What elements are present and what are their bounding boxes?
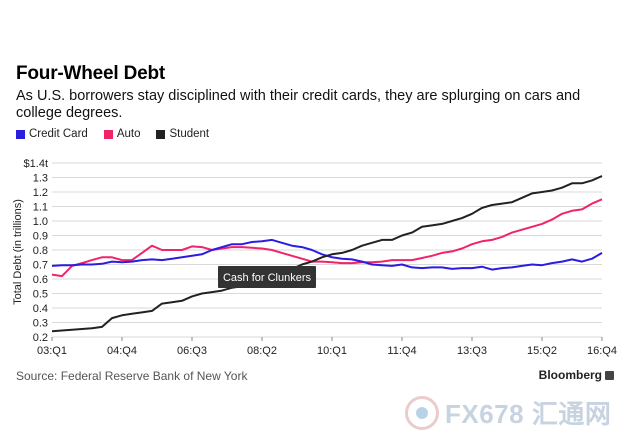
x-tick-label: 04:Q4 xyxy=(107,345,137,357)
y-tick-label: 0.6 xyxy=(33,274,48,286)
legend: Credit Card Auto Student xyxy=(16,128,209,140)
series-lines xyxy=(51,175,603,333)
chart-title: Four-Wheel Debt xyxy=(16,63,165,84)
watermark-logo-icon xyxy=(405,395,439,430)
y-tick-label: 0.7 xyxy=(33,260,48,272)
x-tick-label: 03:Q1 xyxy=(37,345,67,357)
y-tick-label: $1.4t xyxy=(24,158,48,170)
watermark-text: FX678 汇通网 xyxy=(445,399,612,429)
series-line-credit-card xyxy=(51,238,603,271)
x-tick-label: 13:Q3 xyxy=(457,345,487,357)
y-tick-label: 0.9 xyxy=(33,231,48,243)
annotation: Cash for Clunkers xyxy=(218,266,316,288)
y-tick-label: 1.2 xyxy=(33,187,48,199)
x-tick-label: 10:Q1 xyxy=(317,345,347,357)
series-line-student xyxy=(51,175,603,333)
legend-item-student: Student xyxy=(156,128,209,140)
y-axis-ticks: 0.2 0.3 0.4 0.5 0.6 0.7 0.8 0.9 1.0 1.1 1.2 1.3 $1.4… xyxy=(24,158,48,344)
chart-grid xyxy=(52,162,602,338)
legend-label-credit-card: Credit Card xyxy=(29,128,88,140)
y-tick-label: 1.1 xyxy=(33,202,48,214)
x-axis-ticks: 03:Q1 04:Q4 06:Q3 08:Q2 10:Q1 11:Q4 13:Q3 15:Q2… xyxy=(37,337,617,357)
y-tick-label: 0.8 xyxy=(33,245,48,257)
legend-swatch-credit-card xyxy=(16,129,25,139)
y-tick-label: 0.2 xyxy=(33,332,48,344)
y-tick-label: 0.4 xyxy=(33,303,48,315)
y-tick-label: 0.3 xyxy=(33,318,48,330)
annotation-box xyxy=(218,266,316,288)
y-axis-label: Total Debt (in trillions) xyxy=(12,199,24,305)
x-tick-label: 08:Q2 xyxy=(247,345,277,357)
brand-logo: Bloomberg xyxy=(539,368,614,382)
legend-item-auto: Auto xyxy=(103,128,141,140)
x-tick-label: 06:Q3 xyxy=(177,345,207,357)
x-tick-label: 16:Q4 xyxy=(587,345,617,357)
legend-label-auto: Auto xyxy=(116,128,141,140)
y-tick-label: 1.3 xyxy=(33,173,48,185)
x-tick-label: 11:Q4 xyxy=(387,345,416,357)
y-tick-label: 1.0 xyxy=(33,216,48,228)
legend-label-student: Student xyxy=(169,128,210,140)
watermark: FX678 汇通网 xyxy=(405,394,611,431)
chart-subtitle: As U.S. borrowers stay disciplined with … xyxy=(16,88,581,121)
annotation-text: Cash for Clunkers xyxy=(223,272,312,284)
legend-swatch-auto xyxy=(103,129,113,139)
x-tick-label: 15:Q2 xyxy=(527,345,557,357)
y-tick-label: 0.5 xyxy=(33,289,48,301)
source-note: Source: Federal Reserve Bank of New York xyxy=(16,369,248,383)
legend-item-credit-card: Credit Card xyxy=(16,128,88,140)
brand-mark-icon xyxy=(605,370,614,380)
series-line-auto xyxy=(51,198,603,278)
brand-name: Bloomberg xyxy=(538,368,602,382)
legend-swatch-student xyxy=(156,129,166,139)
